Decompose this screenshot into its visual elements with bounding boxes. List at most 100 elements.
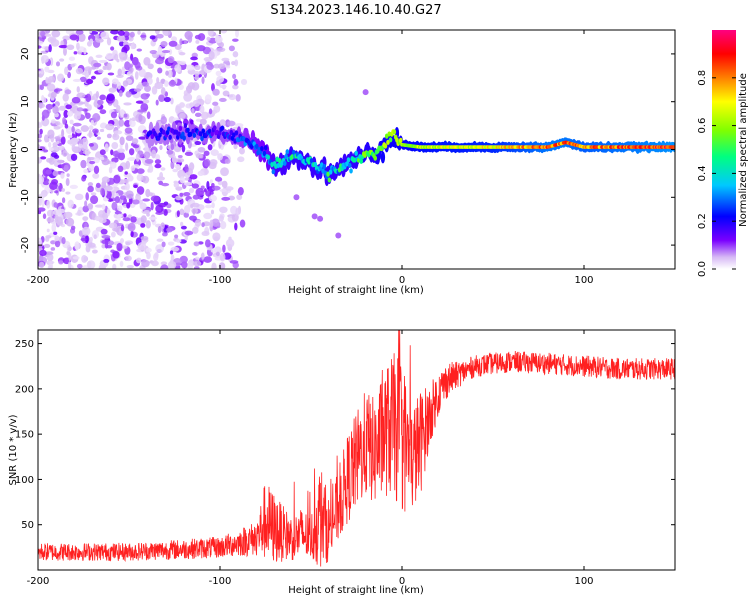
spectrogram-noise-blob bbox=[192, 208, 196, 215]
spectrogram-noise-blob bbox=[99, 59, 108, 63]
spectrogram-noise-blob bbox=[125, 135, 134, 142]
spectrogram-noise-blob bbox=[80, 159, 87, 169]
spectrogram-noise-blob bbox=[46, 260, 55, 264]
spectrogram-noise-blob bbox=[116, 81, 122, 90]
spectrogram-noise-blob bbox=[119, 260, 124, 267]
spectrogram-noise-blob bbox=[178, 51, 186, 56]
spectrogram-noise-blob bbox=[91, 66, 97, 70]
spectrogram-noise-blob bbox=[146, 111, 151, 120]
spectrogram-noise-blob bbox=[40, 156, 47, 160]
spectrogram-noise-blob bbox=[120, 238, 125, 244]
spectrogram-noise-blob bbox=[209, 159, 218, 166]
spectrogram-noise-blob bbox=[116, 35, 126, 42]
spectrogram-noise-blob bbox=[184, 177, 190, 181]
spectrogram-noise-blob bbox=[187, 262, 194, 269]
spectrogram-noise-blob bbox=[183, 192, 191, 197]
spectrogram-ridge-core bbox=[387, 131, 392, 137]
spectrogram-noise-blob bbox=[201, 76, 205, 84]
spectrogram-noise-blob bbox=[51, 223, 57, 233]
spectrogram-noise-blob bbox=[113, 130, 123, 135]
spectrogram-noise-blob bbox=[122, 245, 128, 249]
spectrogram-noise-blob bbox=[122, 217, 131, 222]
spectrogram-ridge-core bbox=[212, 125, 217, 131]
spectrogram-noise-blob bbox=[175, 195, 183, 201]
spectrogram-noise-blob bbox=[65, 178, 70, 187]
spectrogram-noise-blob bbox=[57, 145, 65, 151]
spectrogram-noise-blob bbox=[86, 260, 96, 269]
spectrogram-noise-blob bbox=[145, 247, 152, 253]
spectrogram-noise-blob bbox=[105, 123, 115, 131]
spectrogram-noise-blob bbox=[151, 85, 158, 95]
spectrogram-noise-blob bbox=[218, 97, 227, 103]
spectrogram-noise-blob bbox=[237, 156, 245, 163]
spectrogram-noise-blob bbox=[134, 71, 139, 80]
spectrogram-noise-blob bbox=[61, 197, 66, 204]
spectrogram-noise-blob bbox=[184, 204, 191, 214]
spectrogram-noise-blob bbox=[167, 260, 177, 269]
spectrogram-noise-blob bbox=[101, 243, 106, 249]
spectrogram-noise-blob bbox=[46, 209, 54, 218]
spectrogram-noise-blob bbox=[103, 258, 110, 263]
spectrogram-noise-blob bbox=[162, 232, 168, 237]
spectrogram-noise-blob bbox=[86, 162, 90, 167]
spectrogram-noise-blob bbox=[53, 154, 60, 159]
spectrogram-noise-blob bbox=[38, 122, 43, 129]
spectrogram-noise-blob bbox=[69, 34, 79, 41]
spectrogram-noise-blob bbox=[159, 172, 164, 179]
spectrogram-noise-blob bbox=[127, 63, 134, 68]
spectrogram-noise-blob bbox=[72, 78, 82, 82]
spectrogram-noise-blob bbox=[92, 113, 101, 122]
spectrogram-noise-blob bbox=[192, 99, 201, 107]
spectrogram-noise-blob bbox=[110, 46, 115, 51]
spectrogram-noise-blob bbox=[141, 81, 149, 87]
spectrogram-noise-blob bbox=[211, 218, 220, 227]
spectrogram-noise-blob bbox=[211, 183, 215, 188]
spectrogram-noise-blob bbox=[165, 70, 169, 76]
spectrogram-noise-blob bbox=[160, 41, 168, 48]
spectrogram-ridge-core bbox=[218, 130, 222, 136]
spectrogram-noise-blob bbox=[91, 249, 98, 254]
spectrogram-noise-blob bbox=[215, 70, 222, 77]
spectrogram-noise-blob bbox=[206, 180, 210, 190]
snr-y-label: SNR (10 * v/v) bbox=[8, 414, 19, 485]
spectrogram-noise-blob bbox=[179, 255, 188, 264]
spectrogram-noise-blob bbox=[191, 107, 195, 114]
spectrogram-noise-blob bbox=[184, 151, 193, 156]
spectrogram-ridge-halo bbox=[380, 151, 386, 164]
spectrogram-noise-blob bbox=[71, 144, 76, 152]
spectrogram-noise-blob bbox=[192, 194, 200, 200]
spectrogram-noise-blob bbox=[129, 120, 136, 128]
spectrogram-noise-blob bbox=[123, 102, 132, 106]
spectrogram-noise-blob bbox=[189, 174, 198, 180]
spectrogram-noise-blob bbox=[150, 201, 154, 211]
spectrogram-ridge-core bbox=[229, 129, 234, 136]
spectrogram-noise-blob bbox=[114, 210, 122, 215]
spectrogram-noise-blob bbox=[81, 255, 88, 263]
colorbar-label: Normalized spectral amplitude bbox=[738, 73, 749, 227]
snr-y-tick-label: 100 bbox=[15, 475, 34, 486]
spectrogram-noise-blob bbox=[118, 52, 126, 58]
colorbar-tick-label: 0.0 bbox=[697, 261, 708, 277]
spectrogram-noise-blob bbox=[94, 204, 104, 208]
spectrogram-noise-blob bbox=[44, 134, 48, 143]
spectrogram-noise-blob bbox=[189, 102, 195, 108]
spectrogram-noise-blob bbox=[160, 87, 166, 96]
spectrogram-noise-blob bbox=[177, 155, 183, 159]
spectrogram-noise-blob bbox=[228, 93, 237, 101]
spectrogram-noise-blob bbox=[99, 109, 107, 115]
spectrogram-noise-blob bbox=[211, 262, 217, 269]
spectrogram-noise-blob bbox=[62, 93, 69, 102]
spectrogram-noise-blob bbox=[317, 215, 324, 222]
spectrogram-noise-blob bbox=[210, 248, 217, 253]
spectrogram-noise-blob bbox=[135, 193, 141, 201]
spectrogram-noise-blob bbox=[74, 241, 80, 251]
spectrogram-ridge-core bbox=[188, 131, 193, 137]
spectrogram-noise-blob bbox=[160, 167, 166, 171]
spectrogram-noise-blob bbox=[293, 194, 300, 201]
spectrogram-noise-blob bbox=[135, 153, 140, 162]
spectrogram-noise-blob bbox=[175, 239, 182, 243]
spectrogram-noise-blob bbox=[136, 186, 145, 195]
spectrogram-noise-blob bbox=[205, 190, 212, 197]
spectrogram-noise-blob bbox=[207, 30, 214, 37]
